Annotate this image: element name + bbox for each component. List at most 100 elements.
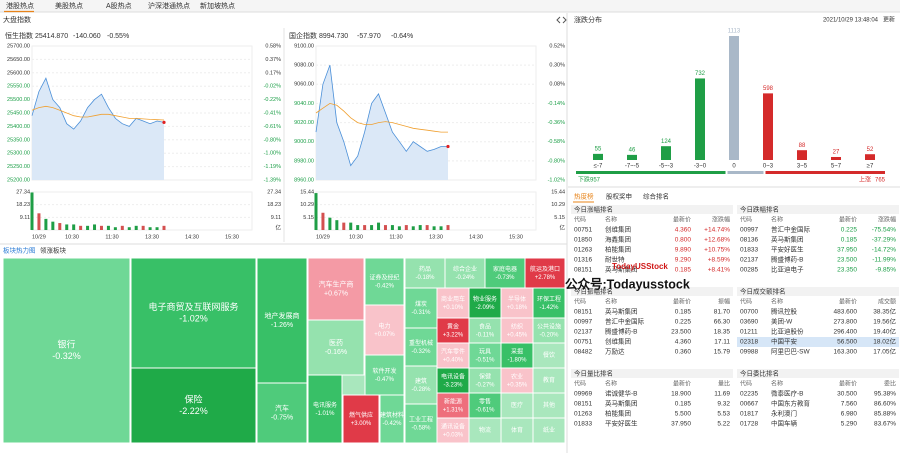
- volume-bar: [439, 226, 443, 230]
- heat-tile[interactable]: [500, 342, 534, 369]
- row[interactable]: [571, 389, 733, 399]
- heatmap-tab[interactable]: 板块热力图: [3, 246, 36, 255]
- heat-tile[interactable]: [468, 392, 502, 419]
- heat-tile[interactable]: [436, 392, 470, 419]
- row[interactable]: [571, 317, 733, 327]
- cell: 中国平安: [771, 337, 798, 346]
- row[interactable]: [571, 307, 733, 317]
- x-tick-label: ≥7: [867, 164, 874, 170]
- heat-tile[interactable]: [500, 417, 534, 444]
- row[interactable]: [571, 399, 733, 409]
- top-tab[interactable]: A股热点: [106, 1, 132, 10]
- row[interactable]: [571, 347, 733, 357]
- cell: 09988: [740, 349, 758, 356]
- heat-tile[interactable]: [436, 342, 470, 369]
- top-tab[interactable]: 港股热点: [6, 1, 34, 10]
- rank-tab[interactable]: 热度榜: [574, 192, 594, 201]
- heat-tile[interactable]: [404, 287, 438, 329]
- cell: 中国东方教育: [771, 399, 811, 408]
- heat-tile[interactable]: [307, 257, 365, 321]
- cell: 01263: [574, 411, 592, 418]
- heat-tile[interactable]: [256, 257, 308, 384]
- x-tick-label: 0~3: [763, 164, 774, 170]
- column-header: 代码: [740, 380, 752, 388]
- heat-tile[interactable]: [532, 417, 566, 444]
- volume-bar: [425, 225, 429, 230]
- column-header: 代码: [574, 216, 586, 224]
- heat-tile[interactable]: [364, 354, 405, 396]
- top-tab[interactable]: 新加坡热点: [200, 1, 235, 10]
- next-arrow[interactable]: [562, 16, 567, 24]
- column-header: 名称: [605, 216, 617, 224]
- column-header: 代码: [574, 380, 586, 388]
- rank-tab[interactable]: 综合排名: [643, 192, 669, 201]
- volume-bar: [58, 223, 62, 230]
- column-header: 最新价: [673, 298, 691, 306]
- rank-tab[interactable]: 股权奖申: [606, 192, 632, 201]
- y-tick-label: 9080.00: [294, 63, 314, 69]
- heat-tile[interactable]: [468, 287, 502, 319]
- heat-tile[interactable]: [404, 365, 438, 405]
- heat-tile[interactable]: [342, 394, 380, 444]
- prev-arrow[interactable]: [556, 16, 561, 24]
- tile-change: -0.42%: [375, 283, 395, 289]
- heat-tile[interactable]: [364, 257, 405, 306]
- heat-tile[interactable]: [2, 257, 131, 444]
- heat-tile[interactable]: [532, 367, 566, 394]
- index-name: 恒生指数: [5, 31, 33, 40]
- heat-tile[interactable]: [468, 342, 502, 369]
- vol-tick-label: 5.15: [554, 215, 565, 221]
- heat-tile[interactable]: [532, 392, 566, 419]
- tile-name: 采掘: [511, 347, 523, 355]
- vol-tick-label: 15.44: [300, 189, 314, 195]
- pct-label: -0.41%: [264, 110, 282, 116]
- heat-tile[interactable]: [307, 374, 343, 444]
- heatmap-tab[interactable]: 领涨板块: [40, 246, 67, 255]
- heat-tile[interactable]: [500, 287, 534, 319]
- heat-tile[interactable]: [130, 367, 257, 444]
- heat-tile[interactable]: [500, 317, 534, 344]
- heat-tile[interactable]: [444, 257, 486, 289]
- value-label: 46: [629, 147, 636, 153]
- cell: -37.29%: [872, 237, 896, 244]
- cell: 66.30: [714, 319, 731, 326]
- heat-tile[interactable]: [130, 257, 257, 369]
- cell: 9.290: [675, 257, 692, 264]
- pct-label: -1.00%: [264, 151, 282, 157]
- heat-tile[interactable]: [484, 257, 526, 289]
- heat-tile[interactable]: [404, 327, 438, 367]
- tile-change: -0.11%: [476, 332, 495, 338]
- cell: -9.85%: [875, 267, 896, 274]
- refresh[interactable]: 更新: [883, 16, 895, 24]
- heat-tile[interactable]: [436, 287, 470, 319]
- cell: 02137: [574, 329, 592, 336]
- value-label: 732: [695, 71, 706, 77]
- last-point: [446, 144, 450, 149]
- top-tab[interactable]: 美股热点: [55, 1, 83, 10]
- x-tick-label: 11:30: [105, 234, 118, 240]
- heat-tile[interactable]: [524, 257, 566, 289]
- row[interactable]: [571, 419, 733, 429]
- heat-tile[interactable]: [436, 417, 470, 444]
- heat-tile[interactable]: [436, 367, 470, 394]
- index-last: 8994.730: [319, 33, 348, 40]
- row[interactable]: [571, 337, 733, 347]
- panel-title: 涨跌分布: [574, 15, 602, 24]
- heat-tile[interactable]: [404, 403, 438, 444]
- row[interactable]: [571, 409, 733, 419]
- heat-tile[interactable]: [379, 394, 405, 444]
- heat-tile[interactable]: [436, 317, 470, 344]
- heat-tile[interactable]: [364, 304, 405, 356]
- heat-tile[interactable]: [468, 317, 502, 344]
- heat-tile[interactable]: [500, 367, 534, 394]
- heat-tile[interactable]: [256, 382, 308, 444]
- heat-tile[interactable]: [307, 319, 365, 376]
- heat-tile[interactable]: [468, 367, 502, 394]
- cell: 平安好医生: [605, 419, 638, 428]
- heat-tile[interactable]: [404, 257, 446, 289]
- top-tab[interactable]: 沪深港通热点: [148, 1, 190, 10]
- heat-tile[interactable]: [532, 342, 566, 369]
- row[interactable]: [571, 327, 733, 337]
- heat-tile[interactable]: [532, 317, 566, 344]
- heat-tile[interactable]: [532, 287, 566, 319]
